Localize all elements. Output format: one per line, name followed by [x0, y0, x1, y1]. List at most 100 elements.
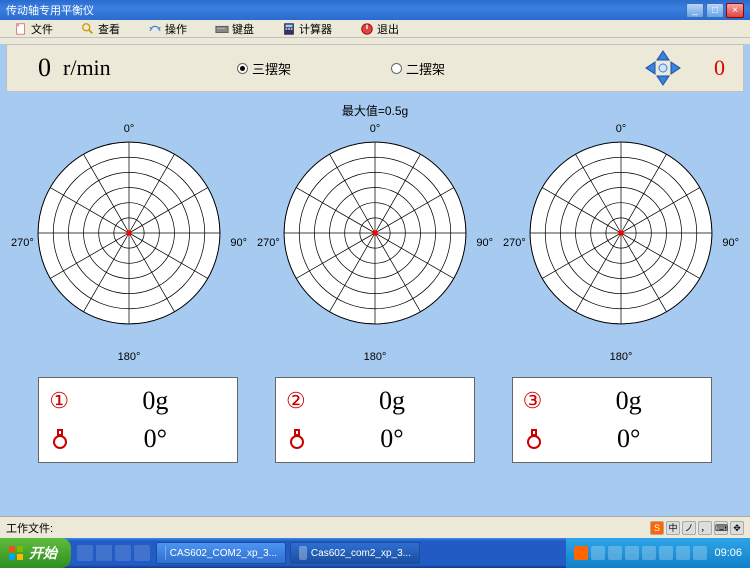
tray-icon[interactable] [574, 546, 588, 560]
exit-icon [360, 22, 374, 36]
polar-svg [29, 123, 229, 343]
card-weight: 0g [557, 386, 701, 416]
menu-file[interactable]: 文件 [0, 21, 67, 37]
rpm-unit: r/min [57, 55, 111, 81]
quick-launch [71, 545, 156, 561]
tray-icon[interactable] [642, 546, 656, 560]
readout-card-2: ② 0g 0° [275, 377, 475, 463]
menu-exit-label: 退出 [377, 21, 399, 37]
top-info-bar: 0 r/min 三摆架 二摆架 0 [6, 44, 744, 92]
readout-card-3: ③ 0g 0° [512, 377, 712, 463]
tray-icon[interactable] [608, 546, 622, 560]
menu-operate-label: 操作 [165, 21, 187, 37]
folder-icon [165, 546, 166, 560]
maximize-button[interactable]: □ [706, 3, 724, 18]
readout-card-1: ① 0g 0° [38, 377, 238, 463]
search-icon [81, 22, 95, 36]
angle-label-90: 90° [476, 237, 493, 249]
radio-dot-icon [391, 63, 402, 74]
card-angle: 0° [83, 424, 227, 454]
card-index: ① [49, 388, 83, 414]
tray-icon[interactable] [659, 546, 673, 560]
qlaunch-app-icon[interactable] [115, 545, 131, 561]
taskbar: 开始 CAS602_COM2_xp_3... Cas602_com2_xp_3.… [0, 538, 750, 568]
count-value: 0 [714, 55, 725, 81]
app-icon [299, 546, 307, 560]
ime-lang-icon[interactable]: 中 [666, 521, 680, 535]
radio-three-label: 三摆架 [252, 59, 291, 78]
menu-bar: 文件 查看 操作 键盘 计算器 退出 [0, 20, 750, 38]
max-value-label: 最大值=0.5g [0, 92, 750, 119]
polar-chart-1: 0° 90° 180° 270° [11, 123, 247, 363]
tray-icon[interactable] [591, 546, 605, 560]
angle-icon [286, 428, 320, 450]
tray-icon[interactable] [625, 546, 639, 560]
radio-two-cradle[interactable]: 二摆架 [391, 59, 445, 78]
menu-exit[interactable]: 退出 [346, 21, 413, 37]
calculator-icon [282, 22, 296, 36]
cradle-radio-group: 三摆架 二摆架 [237, 59, 445, 78]
menu-keyboard[interactable]: 键盘 [201, 21, 268, 37]
card-index: ③ [523, 388, 557, 414]
readout-cards-row: ① 0g 0° ② 0g 0° ③ [0, 363, 750, 463]
qlaunch-ie-icon[interactable] [77, 545, 93, 561]
qlaunch-desktop-icon[interactable] [96, 545, 112, 561]
polar-chart-2: 0° 90° 180° 270° [257, 123, 493, 363]
radio-dot-icon [237, 63, 248, 74]
card-index: ② [286, 388, 320, 414]
navigation-icon[interactable] [643, 48, 683, 88]
angle-label-0: 0° [124, 123, 135, 135]
radio-two-label: 二摆架 [406, 59, 445, 78]
angle-label-0: 0° [616, 123, 627, 135]
status-bar: 工作文件: S 中 ノ ， ⌨ ✥ [0, 516, 750, 538]
ime-icon[interactable]: S [650, 521, 664, 535]
angle-icon [49, 428, 83, 450]
ime-settings-icon[interactable]: ✥ [730, 521, 744, 535]
angle-icon [523, 428, 557, 450]
ime-punct-icon[interactable]: ， [698, 521, 712, 535]
windows-logo-icon [8, 545, 24, 561]
window-title: 传动轴专用平衡仪 [6, 2, 94, 18]
tray-icon[interactable] [676, 546, 690, 560]
taskbar-item-app[interactable]: Cas602_com2_xp_3... [290, 542, 420, 564]
workfile-label: 工作文件: [6, 520, 53, 536]
polar-chart-3: 0° 90° 180° 270° [503, 123, 739, 363]
tray-icon[interactable] [693, 546, 707, 560]
file-icon [14, 22, 28, 36]
keyboard-icon [215, 22, 229, 36]
main-content: 0 r/min 三摆架 二摆架 0 最大值=0.5g 0° 90° 180 [0, 44, 750, 516]
taskbar-item-folder[interactable]: CAS602_COM2_xp_3... [156, 542, 286, 564]
angle-label-180: 180° [364, 351, 387, 363]
polar-svg [521, 123, 721, 343]
start-label: 开始 [29, 543, 57, 563]
minimize-button[interactable]: _ [686, 3, 704, 18]
window-titlebar: 传动轴专用平衡仪 _ □ × [0, 0, 750, 20]
polar-charts-row: 0° 90° 180° 270° 0° 90° 180° 270° 0° 90°… [0, 119, 750, 363]
menu-calculator[interactable]: 计算器 [268, 21, 346, 37]
menu-operate[interactable]: 操作 [134, 21, 201, 37]
task-label: CAS602_COM2_xp_3... [170, 548, 277, 559]
card-weight: 0g [320, 386, 464, 416]
angle-label-90: 90° [722, 237, 739, 249]
ime-keyboard-icon[interactable]: ⌨ [714, 521, 728, 535]
radio-three-cradle[interactable]: 三摆架 [237, 59, 291, 78]
system-tray: 09:06 [566, 538, 750, 568]
menu-calculator-label: 计算器 [299, 21, 332, 37]
ime-mode-icon[interactable]: ノ [682, 521, 696, 535]
card-angle: 0° [557, 424, 701, 454]
polar-svg [275, 123, 475, 343]
menu-keyboard-label: 键盘 [232, 21, 254, 37]
menu-view-label: 查看 [98, 21, 120, 37]
menu-file-label: 文件 [31, 21, 53, 37]
card-angle: 0° [320, 424, 464, 454]
angle-label-270: 270° [257, 237, 280, 249]
menu-view[interactable]: 查看 [67, 21, 134, 37]
angle-label-180: 180° [610, 351, 633, 363]
taskbar-clock[interactable]: 09:06 [710, 547, 742, 559]
qlaunch-app2-icon[interactable] [134, 545, 150, 561]
close-button[interactable]: × [726, 3, 744, 18]
angle-label-270: 270° [11, 237, 34, 249]
start-button[interactable]: 开始 [0, 538, 71, 568]
rpm-value: 0 [7, 53, 57, 83]
task-label: Cas602_com2_xp_3... [311, 548, 411, 559]
